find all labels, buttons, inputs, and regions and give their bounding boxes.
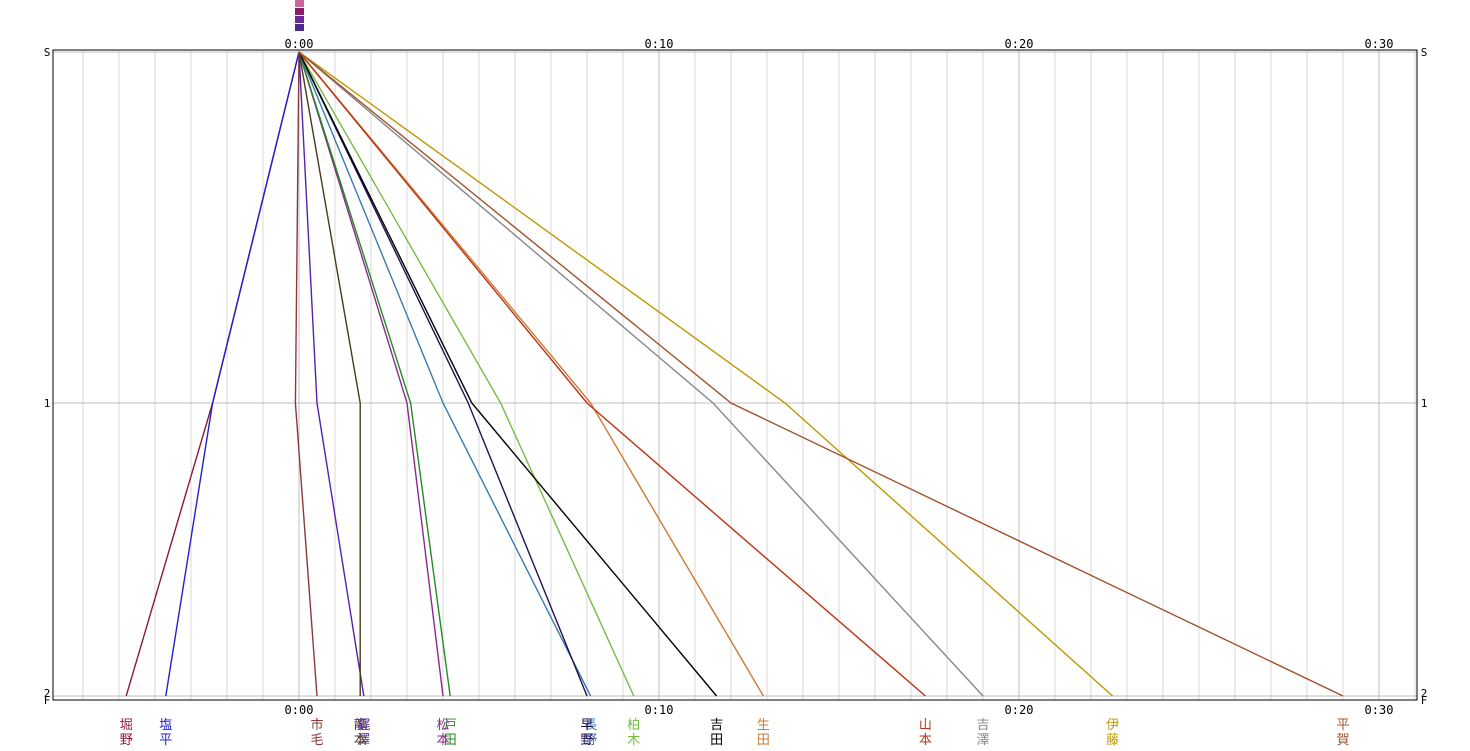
runner-label-char: 本 <box>354 733 367 748</box>
station-label-right: 2 <box>1421 687 1428 700</box>
runner-line <box>298 51 984 697</box>
time-tick-label-top: 0:30 <box>1365 37 1394 51</box>
runner-line <box>298 51 365 697</box>
runner-label-char: 野 <box>120 733 133 748</box>
runner-label-char: 田 <box>710 733 723 748</box>
runner-label-char: 生 <box>757 718 770 733</box>
plot-background <box>53 50 1417 700</box>
runner-label-char: 山 <box>919 718 932 733</box>
station-label-right: S <box>1421 46 1428 59</box>
start-marker-block <box>295 24 304 31</box>
runner-label-char: 平 <box>1336 718 1349 733</box>
runner-label-char: 吉 <box>976 718 989 733</box>
minor-grid <box>82 50 1416 700</box>
runner-label-char: 市 <box>310 717 323 733</box>
runner-label-char: 堀 <box>120 718 133 733</box>
runner-line <box>298 51 926 697</box>
runner-label-char: 伊 <box>1106 718 1119 733</box>
station-label-left: 1 <box>44 397 51 410</box>
runner-label-char: 藤 <box>1106 733 1119 748</box>
runner-line <box>298 51 765 697</box>
start-marker-block <box>295 16 304 23</box>
station-label-right: F <box>1421 694 1428 707</box>
runner-label-char: 澤 <box>976 733 989 748</box>
station-label-left: F <box>44 694 51 707</box>
runner-label-char: 毛 <box>310 733 323 748</box>
runner-label-char: 田 <box>757 733 770 748</box>
time-tick-label-bottom: 0:10 <box>645 703 674 717</box>
runner-line <box>298 51 718 697</box>
runner-label-char: 早 <box>580 718 593 733</box>
time-tick-label-bottom: 0:20 <box>1005 703 1034 717</box>
runner-line <box>298 51 444 697</box>
runner-label-char: 野 <box>584 733 597 748</box>
runner-label-char: 澤 <box>357 733 370 748</box>
runner-label-char: 本 <box>919 733 932 748</box>
runner-line <box>298 51 361 696</box>
runner-label-char: 賀 <box>1336 733 1349 748</box>
plot-frame <box>52 49 1418 701</box>
time-tick-label-top: 0:10 <box>645 37 674 51</box>
runner-label-char: 吉 <box>710 718 723 733</box>
runner-label-char: 田 <box>444 733 457 748</box>
runner-line <box>298 51 635 697</box>
runner-label-char: 本 <box>436 733 449 748</box>
runner-line <box>298 51 1114 697</box>
runner-line <box>298 51 451 697</box>
runner-label-char: 塩 <box>159 718 172 733</box>
major-grid <box>53 50 1417 700</box>
runner-label-char: 長 <box>584 718 597 733</box>
time-tick-label-bottom: 0:30 <box>1365 703 1394 717</box>
runner-label-char: 木 <box>627 733 640 748</box>
station-label-right: 1 <box>1421 397 1428 410</box>
runner-label-char: 松 <box>436 718 449 733</box>
runner-label-char: 柏 <box>627 718 640 733</box>
runner-line <box>298 51 588 697</box>
time-tick-label-top: 0:00 <box>285 37 314 51</box>
start-marker-block <box>295 0 304 7</box>
runner-label-char: 平 <box>159 733 172 748</box>
runner-label-char: 梶 <box>357 718 370 733</box>
series-lines <box>125 51 1344 697</box>
runner-line <box>298 51 1344 697</box>
runner-label-char: 龍 <box>354 717 367 733</box>
runner-label-char: 野 <box>580 733 593 748</box>
time-tick-label-top: 0:20 <box>1005 37 1034 51</box>
runner-label-char: 戸 <box>444 718 457 733</box>
time-tick-label-bottom: 0:00 <box>285 703 314 717</box>
runner-line <box>165 51 300 697</box>
runner-line <box>298 51 592 697</box>
station-label-left: S <box>44 46 51 59</box>
start-marker <box>295 0 304 31</box>
axis-labels: 0:000:000:100:100:200:200:300:30S S1 12 2F F <box>44 37 1428 717</box>
start-marker-block <box>295 8 304 15</box>
runner-line <box>294 51 318 697</box>
station-label-left: 2 <box>44 687 51 700</box>
